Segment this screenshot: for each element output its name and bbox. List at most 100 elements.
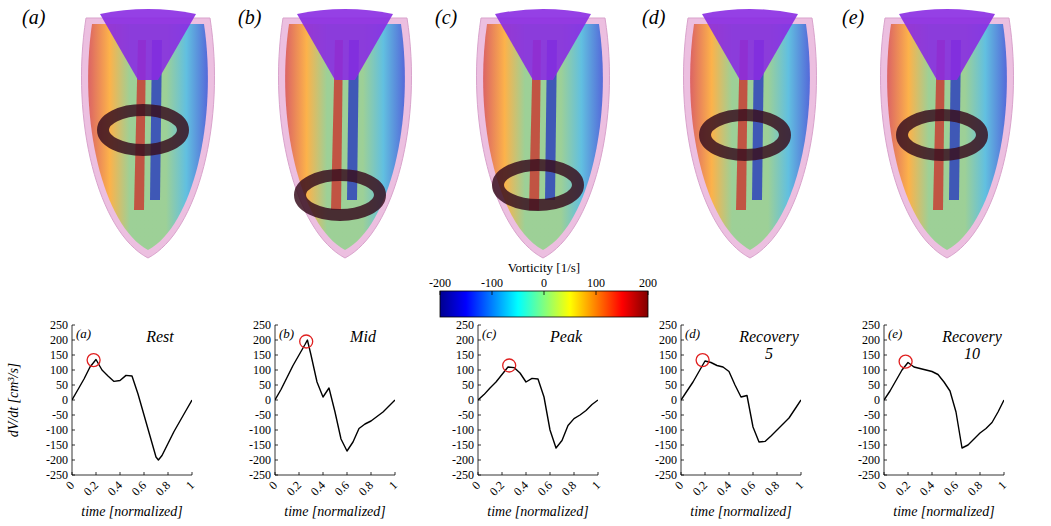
x-tick-label: 0: [672, 478, 686, 492]
y-tick-label: -50: [52, 408, 68, 422]
colorbar-tick-label: 200: [639, 276, 657, 290]
x-tick: [729, 472, 730, 475]
flow-panel: (a): [22, 6, 215, 258]
data-line: [478, 367, 598, 448]
x-tick: [908, 472, 909, 475]
y-tick: [275, 460, 278, 461]
plot-area: [72, 354, 192, 460]
x-tick: [192, 472, 193, 475]
y-tick-label: -150: [46, 438, 68, 452]
y-tick: [884, 370, 887, 371]
y-tick: [681, 430, 684, 431]
y-tick: [884, 475, 887, 476]
y-tick-label: -100: [655, 423, 677, 437]
x-tick: [932, 472, 933, 475]
data-line: [72, 360, 192, 461]
y-tick-label: -50: [661, 408, 677, 422]
x-tick-label: 0.8: [762, 478, 783, 499]
x-tick: [574, 472, 575, 475]
y-tick-label: -150: [858, 438, 880, 452]
x-tick: [299, 472, 300, 475]
y-tick: [478, 460, 481, 461]
flow-panel: (d): [642, 6, 817, 258]
x-tick: [753, 472, 754, 475]
colorbar-tick-label: 0: [541, 276, 547, 290]
x-tick-label: 0.2: [81, 478, 102, 499]
x-tick-label: 0.6: [941, 478, 962, 499]
mitral-jet: [899, 9, 995, 80]
x-tick: [478, 472, 479, 475]
y-tick-label: -200: [655, 453, 677, 467]
x-axis: [681, 475, 801, 476]
y-tick: [275, 415, 278, 416]
vortex-ring: [300, 175, 380, 215]
x-tick-label: 0.6: [738, 478, 759, 499]
y-tick: [72, 355, 75, 356]
highlight-circle: [503, 359, 516, 372]
chart-title: Recovery10: [941, 328, 1002, 362]
x-tick-label: 0.2: [893, 478, 914, 499]
y-tick: [478, 355, 481, 356]
x-tick-label: 0: [469, 478, 483, 492]
mitral-jet: [297, 9, 393, 80]
chart-title: Peak: [549, 328, 583, 345]
y-tick: [478, 340, 481, 341]
y-tick: [275, 340, 278, 341]
y-tick-label: 50: [259, 378, 271, 392]
line-chart: -250-200-150-100-5005010015020025000.20.…: [858, 318, 1009, 519]
y-tick-label: -100: [452, 423, 474, 437]
y-tick-label: 150: [253, 348, 271, 362]
y-tick: [478, 385, 481, 386]
line-chart: -250-200-150-100-5005010015020025000.20.…: [6, 318, 197, 519]
x-tick: [705, 472, 706, 475]
chart-letter: (a): [76, 326, 91, 341]
y-tick: [884, 385, 887, 386]
y-tick: [72, 415, 75, 416]
x-tick-label: 0.2: [487, 478, 508, 499]
vortex-ring: [705, 115, 785, 155]
x-axis-title: time [normalized]: [487, 504, 589, 519]
x-tick: [275, 472, 276, 475]
colorbar-tick-label: 100: [587, 276, 605, 290]
colorbar: Vorticity [1/s]-200-1000100200: [429, 260, 657, 317]
y-tick-label: 250: [659, 318, 677, 332]
mitral-jet: [702, 9, 798, 80]
x-tick: [96, 472, 97, 475]
y-tick-label: 50: [462, 378, 474, 392]
y-tick-label: 200: [253, 333, 271, 347]
line-chart: -250-200-150-100-5005010015020025000.20.…: [655, 318, 806, 519]
y-tick-label: 50: [868, 378, 880, 392]
panel-letter: (e): [842, 6, 865, 29]
colorbar-scale: [440, 291, 648, 317]
y-tick-label: 150: [456, 348, 474, 362]
y-tick-label: -50: [864, 408, 880, 422]
colorbar-tick: [492, 291, 493, 295]
x-tick: [168, 472, 169, 475]
x-tick-label: 0.8: [153, 478, 174, 499]
vortex-ring: [498, 165, 578, 205]
y-tick: [681, 340, 684, 341]
x-tick: [956, 472, 957, 475]
y-tick-label: 200: [50, 333, 68, 347]
chart-letter: (d): [685, 326, 700, 341]
y-tick-label: -100: [858, 423, 880, 437]
chart-letter: (b): [279, 326, 294, 341]
x-tick: [980, 472, 981, 475]
y-tick: [478, 445, 481, 446]
x-tick: [371, 472, 372, 475]
x-axis-title: time [normalized]: [81, 504, 183, 519]
x-tick-label: 0.4: [714, 478, 735, 499]
plot-area: [681, 354, 801, 442]
y-tick-label: 250: [253, 318, 271, 332]
y-tick: [478, 370, 481, 371]
x-tick: [777, 472, 778, 475]
y-tick: [72, 325, 75, 326]
colorbar-tick: [440, 291, 441, 295]
y-tick-label: -100: [46, 423, 68, 437]
highlight-circle: [696, 354, 709, 367]
x-tick-label: 0: [875, 478, 889, 492]
y-tick: [884, 445, 887, 446]
y-tick-label: -200: [858, 453, 880, 467]
y-tick-label: -50: [458, 408, 474, 422]
x-axis: [72, 475, 192, 476]
